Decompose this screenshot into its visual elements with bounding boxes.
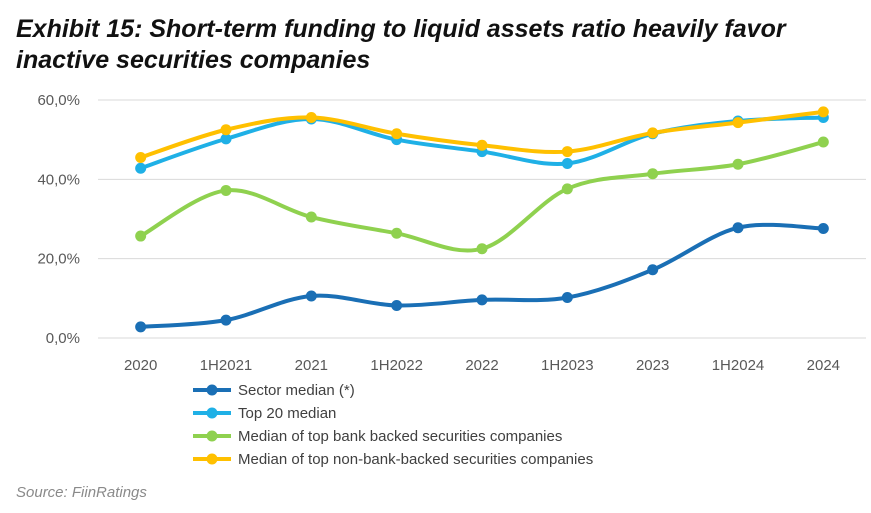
x-tick-label: 2022 bbox=[465, 357, 498, 374]
legend-item: Sector median (*) bbox=[193, 382, 355, 399]
data-point bbox=[305, 111, 317, 123]
y-tick-label: 60,0% bbox=[37, 92, 80, 109]
legend-marker bbox=[206, 407, 218, 419]
data-point bbox=[732, 222, 744, 234]
series-4 bbox=[135, 106, 829, 164]
series-3 bbox=[135, 136, 829, 255]
gridlines bbox=[98, 99, 866, 339]
data-point bbox=[220, 314, 232, 326]
data-point bbox=[476, 243, 488, 255]
legend: Sector median (*) Top 20 median Median of … bbox=[193, 382, 593, 468]
data-point bbox=[561, 146, 573, 158]
data-point bbox=[817, 223, 829, 235]
data-point bbox=[391, 299, 403, 311]
series-1 bbox=[135, 222, 829, 333]
legend-item: Median of top bank backed securities com… bbox=[193, 428, 562, 445]
legend-marker bbox=[206, 384, 218, 396]
x-tick-label: 2023 bbox=[636, 357, 669, 374]
data-point bbox=[817, 136, 829, 148]
data-point bbox=[135, 162, 147, 174]
y-tick-label: 20,0% bbox=[37, 251, 80, 268]
data-point bbox=[561, 292, 573, 304]
x-tick-label: 1H2023 bbox=[541, 357, 594, 374]
data-point bbox=[135, 230, 147, 242]
y-axis-ticks: 0,0% 20,0% 40,0% 60,0% bbox=[37, 92, 80, 347]
data-point bbox=[476, 139, 488, 151]
data-point bbox=[305, 290, 317, 302]
data-point bbox=[817, 106, 829, 118]
legend-label: Top 20 median bbox=[238, 405, 336, 422]
data-point bbox=[220, 133, 232, 145]
y-tick-label: 40,0% bbox=[37, 171, 80, 188]
x-axis-ticks: 2020 1H2021 2021 1H2022 2022 1H2023 2023 1H2024… bbox=[124, 357, 840, 374]
data-point bbox=[647, 127, 659, 139]
chart-title-line-1: Exhibit 15: Short-term funding to liquid… bbox=[16, 15, 786, 43]
data-point bbox=[476, 294, 488, 306]
data-point bbox=[220, 124, 232, 136]
legend-marker bbox=[206, 453, 218, 465]
data-point bbox=[561, 157, 573, 169]
x-tick-label: 1H2024 bbox=[712, 357, 765, 374]
x-tick-label: 2024 bbox=[807, 357, 840, 374]
data-point bbox=[732, 158, 744, 170]
x-tick-label: 1H2021 bbox=[200, 357, 253, 374]
legend-label: Median of top bank backed securities com… bbox=[238, 428, 562, 445]
data-point bbox=[647, 264, 659, 276]
data-point bbox=[647, 168, 659, 180]
x-tick-label: 2021 bbox=[295, 357, 328, 374]
y-tick-label: 0,0% bbox=[46, 330, 80, 347]
x-tick-label: 1H2022 bbox=[370, 357, 423, 374]
legend-item: Top 20 median bbox=[193, 405, 336, 422]
x-tick-label: 2020 bbox=[124, 357, 157, 374]
data-point bbox=[135, 321, 147, 333]
data-point bbox=[561, 183, 573, 195]
legend-item: Median of top non-bank-backed securities… bbox=[193, 451, 593, 468]
legend-label: Sector median (*) bbox=[238, 382, 355, 399]
data-point bbox=[391, 128, 403, 140]
series-group bbox=[135, 106, 829, 333]
series-line bbox=[138, 222, 826, 329]
chart-title: Exhibit 15: Short-term funding to liquid… bbox=[16, 14, 866, 76]
source-note: Source: FiinRatings bbox=[16, 484, 147, 501]
data-point bbox=[732, 117, 744, 129]
legend-label: Median of top non-bank-backed securities… bbox=[238, 451, 593, 468]
data-point bbox=[135, 152, 147, 164]
chart-title-line-2: inactive securities companies bbox=[16, 46, 371, 74]
data-point bbox=[220, 184, 232, 196]
data-point bbox=[391, 227, 403, 239]
legend-marker bbox=[206, 430, 218, 442]
data-point bbox=[305, 211, 317, 223]
